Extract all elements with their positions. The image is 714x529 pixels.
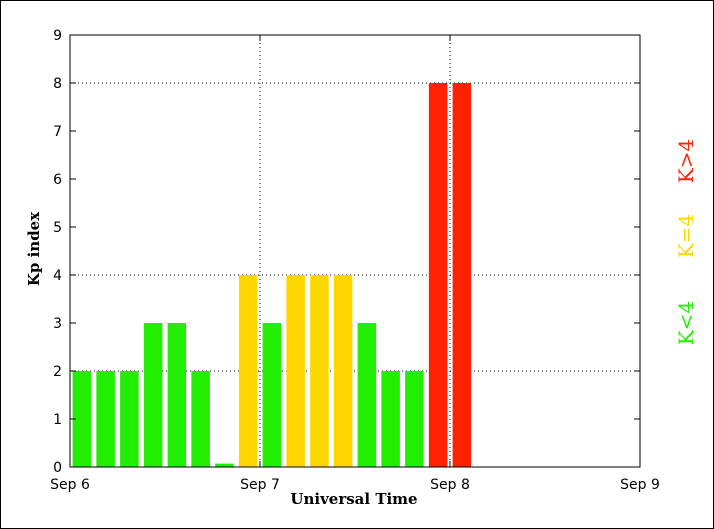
legend-label-equal: K=4 <box>674 214 698 258</box>
y-tick-label: 7 <box>53 124 62 140</box>
legend-label-high: K>4 <box>674 139 698 183</box>
bar <box>310 275 329 467</box>
y-tick-label: 0 <box>53 460 62 476</box>
grid-lines <box>70 35 640 467</box>
bar <box>143 323 163 467</box>
x-axis-ticks: Sep 6 Sep 7 Sep 8 Sep 9 <box>50 35 660 493</box>
y-axis-label: Kp index <box>25 211 43 286</box>
y-tick-label: 4 <box>53 268 62 284</box>
y-tick-label: 1 <box>53 412 62 428</box>
bar <box>238 275 258 467</box>
x-axis-label: Universal Time <box>290 490 417 508</box>
y-tick-label: 8 <box>53 76 62 92</box>
y-tick-label: 5 <box>53 220 62 236</box>
bar <box>452 83 472 467</box>
x-tick-label: Sep 7 <box>240 477 280 493</box>
bar <box>262 323 282 467</box>
x-tick-label: Sep 6 <box>50 477 90 493</box>
y-axis-ticks: 0 1 2 3 4 5 6 7 8 9 <box>53 28 640 476</box>
bar <box>96 371 115 467</box>
bar <box>72 371 92 467</box>
bar <box>191 371 210 467</box>
bar <box>215 463 234 467</box>
bar <box>167 323 187 467</box>
y-tick-label: 2 <box>53 364 62 380</box>
bar <box>333 275 353 467</box>
legend-label-low: K<4 <box>674 301 698 345</box>
y-tick-label: 9 <box>53 28 62 44</box>
y-tick-label: 3 <box>53 316 62 332</box>
bar <box>286 275 305 467</box>
bar <box>357 323 377 467</box>
x-tick-label: Sep 8 <box>430 477 470 493</box>
bar-series <box>72 83 472 467</box>
bar <box>428 83 448 467</box>
y-tick-label: 6 <box>53 172 62 188</box>
bar <box>381 371 400 467</box>
bar <box>405 371 424 467</box>
plot-area-border <box>69 34 641 468</box>
legend: K<4 K=4 K>4 <box>674 139 698 345</box>
x-tick-label: Sep 9 <box>620 477 660 493</box>
bar <box>120 371 139 467</box>
